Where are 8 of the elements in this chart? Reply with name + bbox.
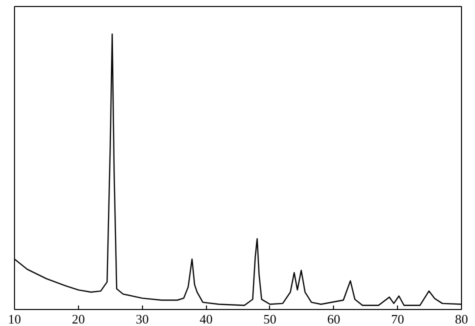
x-tick-label: 60 — [327, 312, 340, 326]
x-tick-label: 40 — [200, 312, 213, 326]
x-tick-label: 70 — [391, 312, 404, 326]
x-tick-label: 20 — [72, 312, 85, 326]
x-tick-label: 30 — [136, 312, 149, 326]
x-tick-label: 80 — [455, 312, 468, 326]
x-tick-label: 50 — [263, 312, 276, 326]
x-tick-label: 10 — [8, 312, 21, 326]
